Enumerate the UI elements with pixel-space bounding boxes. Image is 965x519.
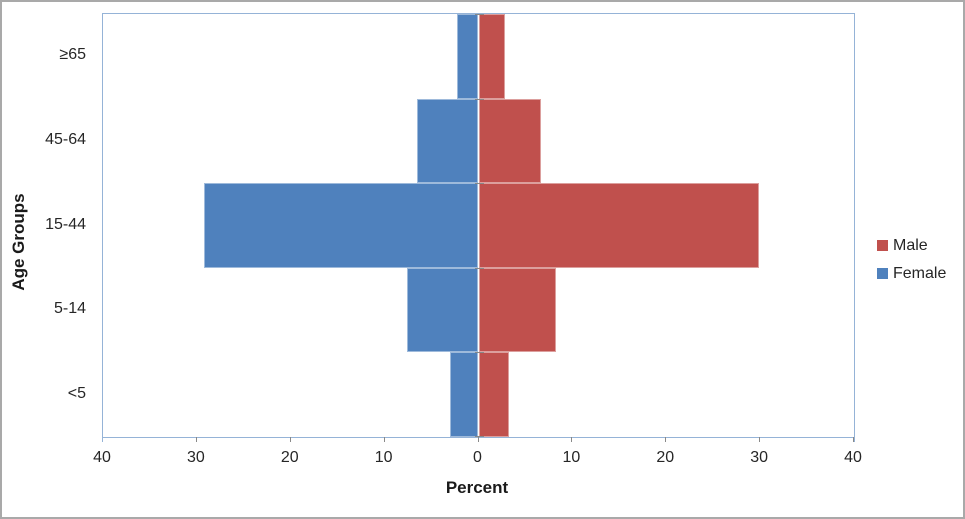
y-tick-label-15-44: 15-44 bbox=[45, 216, 86, 233]
bar-male-<5 bbox=[478, 352, 509, 437]
category-axis-tick bbox=[474, 436, 484, 437]
legend-label-female: Female bbox=[893, 264, 947, 282]
bar-female-5-14 bbox=[407, 267, 479, 353]
bar-female-15-44 bbox=[204, 183, 479, 268]
bar-female-45-64 bbox=[416, 98, 479, 184]
category-axis-tick bbox=[474, 352, 484, 353]
category-axis-tick bbox=[474, 183, 484, 184]
bar-female-≥65 bbox=[456, 14, 479, 99]
bar-male-15-44 bbox=[478, 183, 760, 268]
x-axis-tick bbox=[759, 437, 761, 442]
x-tick-label-0-4: 0 bbox=[473, 449, 482, 466]
axis-end-tick bbox=[102, 437, 103, 442]
x-tick-label-10-5: 10 bbox=[562, 449, 581, 466]
x-axis-tick bbox=[853, 437, 854, 442]
bars-layer bbox=[103, 14, 854, 437]
bar-female-<5 bbox=[450, 352, 479, 437]
x-axis-tick bbox=[383, 437, 385, 442]
x-tick-label-10-3: 10 bbox=[374, 449, 393, 466]
category-axis-tick bbox=[474, 268, 484, 269]
x-tick-label-20-6: 20 bbox=[656, 449, 675, 466]
axis-end-tick bbox=[854, 437, 855, 442]
x-axis-tick bbox=[665, 437, 667, 442]
category-axis-tick bbox=[474, 99, 484, 100]
y-tick-label-45-64: 45-64 bbox=[45, 131, 86, 148]
x-tick-label-40-0: 40 bbox=[93, 449, 111, 466]
x-axis-tick bbox=[477, 437, 479, 442]
x-axis-tick bbox=[289, 437, 291, 442]
x-axis-title: Percent bbox=[445, 478, 509, 497]
x-tick-label-40-8: 40 bbox=[844, 449, 862, 466]
male-swatch-icon bbox=[877, 240, 888, 251]
legend-label-male: Male bbox=[893, 236, 928, 254]
x-tick-label-20-2: 20 bbox=[280, 449, 299, 466]
category-axis-tick bbox=[474, 14, 484, 15]
legend-item-male: Male bbox=[877, 237, 946, 254]
legend: Male Female bbox=[877, 237, 946, 293]
bar-male-5-14 bbox=[478, 267, 557, 353]
legend-item-female: Female bbox=[877, 265, 946, 282]
y-tick-label-ge65: ≥65 bbox=[59, 46, 86, 63]
y-tick-label-5-14: 5-14 bbox=[53, 300, 86, 317]
plot-area bbox=[102, 13, 855, 438]
y-axis-title: Age Groups bbox=[9, 193, 28, 291]
bar-male-45-64 bbox=[478, 98, 542, 184]
female-swatch-icon bbox=[877, 268, 888, 279]
x-tick-label-30-7: 30 bbox=[750, 449, 769, 466]
x-axis-tick bbox=[195, 437, 197, 442]
y-tick-label-lt5: <5 bbox=[67, 385, 86, 402]
x-tick-label-30-1: 30 bbox=[186, 449, 205, 466]
x-axis-tick bbox=[571, 437, 573, 442]
bar-male-≥65 bbox=[478, 14, 505, 99]
